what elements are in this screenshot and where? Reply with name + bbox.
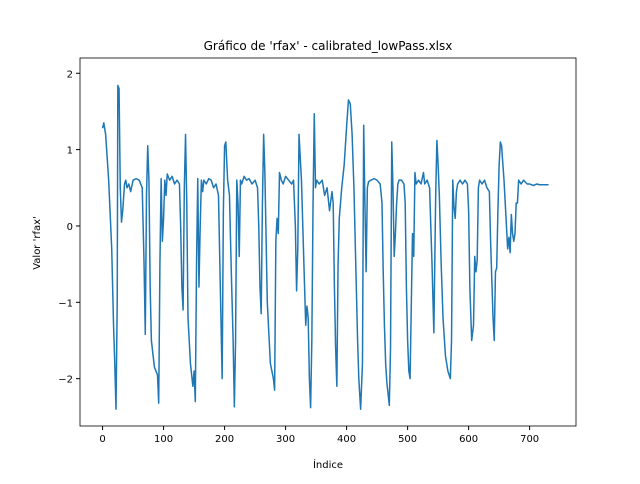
chart-title: Gráfico de 'rfax' - calibrated_lowPass.x… xyxy=(204,39,453,53)
y-tick-label: −2 xyxy=(58,375,73,386)
x-tick-label: 500 xyxy=(398,434,417,445)
y-axis-label: Valor 'rfax' xyxy=(32,216,43,270)
data-line xyxy=(101,84,549,410)
x-axis-label: Índice xyxy=(313,458,343,471)
y-tick-label: 1 xyxy=(67,146,73,157)
x-tick-label: 300 xyxy=(276,434,295,445)
x-tick-label: 100 xyxy=(154,434,173,445)
x-tick-label: 600 xyxy=(459,434,478,445)
y-tick-label: 0 xyxy=(67,222,73,233)
x-tick-label: 0 xyxy=(99,434,105,445)
x-tick-label: 200 xyxy=(215,434,234,445)
y-tick-label: −1 xyxy=(58,298,73,309)
x-tick-label: 700 xyxy=(520,434,539,445)
y-tick-label: 2 xyxy=(67,69,73,80)
plot-frame xyxy=(79,57,577,427)
x-tick-label: 400 xyxy=(337,434,356,445)
